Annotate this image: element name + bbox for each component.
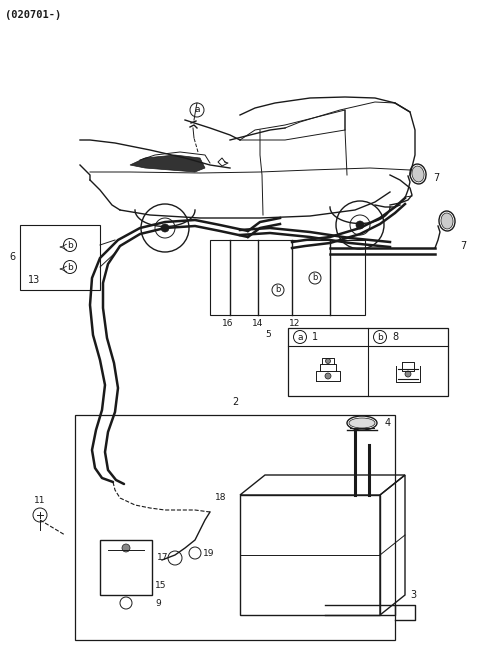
Text: 9: 9 xyxy=(155,599,161,607)
Circle shape xyxy=(356,221,364,229)
Text: 19: 19 xyxy=(203,548,215,557)
Text: b: b xyxy=(377,333,383,341)
Text: 6: 6 xyxy=(10,252,16,263)
Text: 1: 1 xyxy=(312,332,318,342)
Bar xyxy=(288,328,448,396)
Text: 4: 4 xyxy=(385,418,391,428)
Text: 13: 13 xyxy=(28,275,40,285)
Bar xyxy=(100,540,152,595)
Circle shape xyxy=(122,544,130,552)
Ellipse shape xyxy=(412,166,424,182)
Text: 14: 14 xyxy=(252,319,264,328)
Text: b: b xyxy=(67,240,73,250)
Ellipse shape xyxy=(441,213,453,229)
Circle shape xyxy=(325,358,331,364)
Text: 12: 12 xyxy=(289,319,300,328)
Text: b: b xyxy=(276,286,281,295)
Circle shape xyxy=(325,373,331,379)
Circle shape xyxy=(405,371,411,377)
Text: 2: 2 xyxy=(232,397,238,407)
Text: 8: 8 xyxy=(392,332,398,342)
Text: 16: 16 xyxy=(222,319,234,328)
Bar xyxy=(75,415,395,640)
Text: b: b xyxy=(312,274,318,282)
Text: 7: 7 xyxy=(460,241,466,251)
Bar xyxy=(210,240,365,315)
Polygon shape xyxy=(130,155,205,172)
Text: 11: 11 xyxy=(34,496,46,505)
Text: 18: 18 xyxy=(215,493,227,502)
Text: 17: 17 xyxy=(156,553,168,563)
Text: 7: 7 xyxy=(433,173,439,183)
Text: 3: 3 xyxy=(410,590,416,600)
Bar xyxy=(240,495,380,615)
Ellipse shape xyxy=(349,418,375,428)
Bar xyxy=(20,225,100,290)
Text: a: a xyxy=(194,105,200,115)
Text: (020701-): (020701-) xyxy=(5,10,61,20)
Text: 5: 5 xyxy=(265,330,271,339)
Text: a: a xyxy=(297,333,303,341)
Text: b: b xyxy=(67,263,73,272)
Text: 15: 15 xyxy=(155,581,167,590)
Circle shape xyxy=(161,224,169,232)
